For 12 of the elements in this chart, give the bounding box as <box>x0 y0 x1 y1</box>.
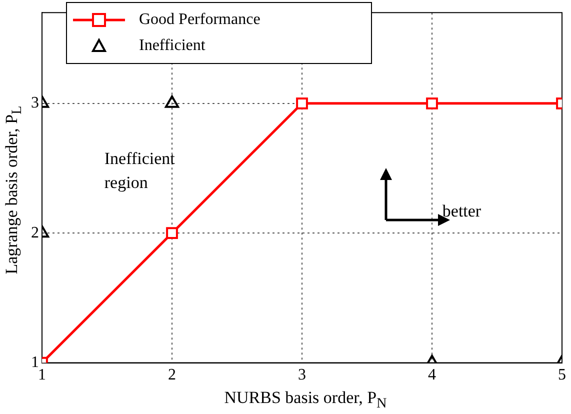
x-tick-label: 2 <box>168 366 176 384</box>
y-tick-label: 1 <box>31 354 39 372</box>
legend-label: Good Performance <box>139 11 260 29</box>
x-axis-title: NURBS basis order, P$_{N}$ <box>223 388 388 412</box>
x-tick-label: 3 <box>298 366 306 384</box>
y-tick-label: 3 <box>31 94 39 112</box>
annotation: Inefficient region <box>104 149 176 192</box>
annotation: better <box>442 202 482 221</box>
y-tick-label: 2 <box>31 224 39 242</box>
legend-label: Inefficient <box>139 37 206 55</box>
x-tick-label: 4 <box>428 366 436 384</box>
x-tick-label: 5 <box>558 366 566 384</box>
